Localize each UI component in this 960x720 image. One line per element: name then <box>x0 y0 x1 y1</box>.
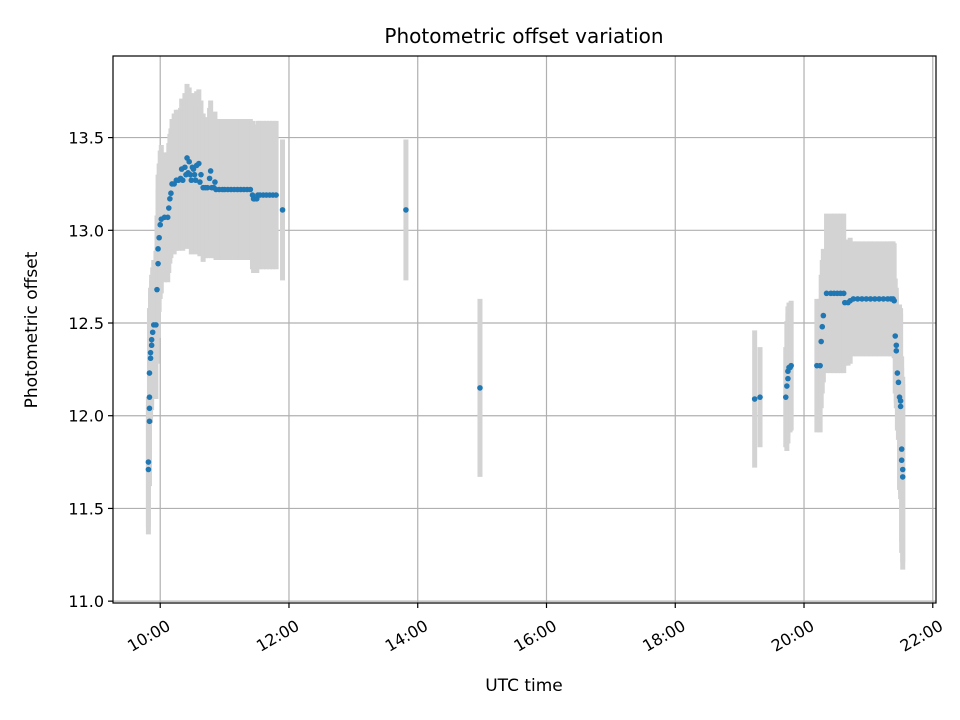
data-point <box>247 186 254 193</box>
data-point <box>168 190 174 197</box>
data-point <box>164 214 171 221</box>
data-points <box>145 155 906 480</box>
y-axis-ticks: 11.0 11.5 12.0 12.5 13.0 13.5 <box>68 129 113 611</box>
y-tick-label: 11.0 <box>68 592 104 611</box>
data-point <box>187 171 194 178</box>
data-point <box>212 179 218 185</box>
data-point <box>840 290 847 297</box>
data-point <box>156 234 162 241</box>
data-point <box>155 260 161 267</box>
data-point <box>190 166 197 172</box>
data-point <box>854 296 861 302</box>
data-point <box>898 457 905 464</box>
data-point <box>186 158 192 165</box>
data-point <box>876 296 882 302</box>
data-point <box>146 394 153 400</box>
grid <box>113 56 936 603</box>
y-axis-label: Photometric offset <box>22 251 42 408</box>
data-point <box>894 370 901 376</box>
data-point <box>154 286 160 293</box>
data-point <box>892 333 899 339</box>
data-point <box>188 177 195 184</box>
data-point <box>751 396 758 402</box>
data-point <box>273 192 279 198</box>
data-point <box>859 296 865 302</box>
plot-frame <box>112 55 937 604</box>
data-point <box>895 379 902 386</box>
data-point <box>165 205 172 211</box>
data-point <box>179 177 186 184</box>
data-point <box>191 171 198 178</box>
data-point <box>153 322 159 328</box>
data-point <box>197 179 203 185</box>
data-point <box>146 418 153 425</box>
data-point <box>893 342 900 349</box>
data-point <box>204 184 211 191</box>
data-point <box>788 362 794 369</box>
data-point <box>863 296 870 302</box>
data-point <box>206 175 213 182</box>
data-point <box>818 338 824 345</box>
data-point <box>167 195 173 202</box>
data-point <box>784 383 790 389</box>
data-point <box>146 405 153 412</box>
data-point <box>196 160 202 167</box>
x-axis-label: UTC time <box>485 676 563 696</box>
y-tick-label: 12.0 <box>68 407 104 426</box>
data-point <box>872 296 878 302</box>
data-point <box>817 362 823 369</box>
data-point <box>157 221 164 228</box>
data-point <box>147 355 154 362</box>
data-point <box>146 370 153 376</box>
data-point <box>891 297 897 304</box>
data-point <box>148 336 155 343</box>
data-point <box>477 385 483 391</box>
data-point <box>867 296 874 302</box>
data-point <box>757 394 763 400</box>
data-point <box>155 246 161 252</box>
data-point <box>403 207 409 213</box>
data-point <box>823 290 830 297</box>
data-point <box>893 348 900 354</box>
data-point <box>207 168 214 174</box>
data-point <box>850 296 857 302</box>
data-point <box>880 296 887 302</box>
data-point <box>198 171 204 178</box>
data-point <box>145 459 152 465</box>
data-point <box>785 375 791 382</box>
data-point <box>820 312 827 319</box>
data-point <box>898 446 905 452</box>
y-tick-label: 13.5 <box>68 129 104 148</box>
data-point <box>192 177 199 184</box>
data-point <box>899 466 906 473</box>
data-point <box>897 403 904 410</box>
y-tick-label: 11.5 <box>68 499 104 518</box>
data-point <box>899 474 906 480</box>
data-point <box>145 466 152 473</box>
data-point <box>147 349 154 356</box>
data-point <box>819 323 826 330</box>
data-point <box>279 207 286 213</box>
data-point <box>148 342 155 349</box>
data-point <box>182 164 188 171</box>
data-point <box>149 329 156 336</box>
y-tick-label: 13.0 <box>68 221 104 240</box>
y-tick-label: 12.5 <box>68 314 104 333</box>
chart-title: Photometric offset variation <box>384 24 663 48</box>
data-point <box>897 398 904 404</box>
data-point <box>782 394 789 400</box>
